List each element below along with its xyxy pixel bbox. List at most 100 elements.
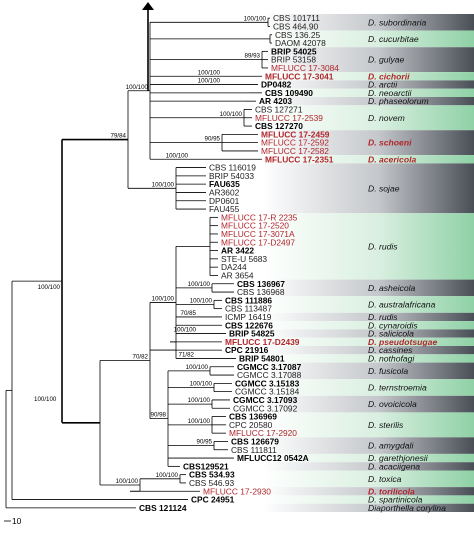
- clade-band: [262, 279, 474, 297]
- tree-branches: [5, 2, 272, 509]
- species-label: D. toxica: [368, 474, 402, 484]
- clade-band: [262, 503, 474, 512]
- species-label: Diaporthella corylina: [368, 503, 446, 513]
- taxon-label: MFLUCC 17-2459: [261, 129, 330, 139]
- clade-band: [262, 213, 474, 280]
- taxon-label: CBS 136968: [237, 287, 285, 297]
- taxon-label: MFLUCC 17-3071A: [221, 229, 295, 239]
- species-label: D. sojae: [368, 183, 400, 193]
- taxon-label: BRIP 54825: [229, 329, 275, 339]
- taxon-label: BRIP 54033: [209, 171, 254, 181]
- scale-bar-label: 10: [12, 516, 22, 526]
- scale-bar: 10: [4, 516, 22, 526]
- taxon-label: CBS 109490: [265, 88, 313, 98]
- node-support: 100/100: [186, 364, 209, 371]
- taxon-label: BRIP 54025: [271, 46, 317, 56]
- clade-band: [262, 130, 474, 156]
- node-support: 100/100: [198, 78, 221, 85]
- clade-band: [262, 155, 474, 164]
- taxon-label: DA244: [221, 262, 247, 272]
- clade-bands: [262, 14, 474, 512]
- taxon-label: BRIP 53158: [271, 55, 316, 65]
- node-support: 100/100: [156, 472, 179, 479]
- clade-band: [262, 437, 474, 454]
- clade-band: [262, 379, 474, 396]
- species-label: D. salicicola: [368, 329, 414, 339]
- species-label: D. arctii: [368, 80, 398, 90]
- support-values: 100/100 89/93 100/100 100/100 100/100 90/95 10…: [34, 15, 267, 485]
- taxon-label: MFLUCC 17-3084: [271, 63, 339, 73]
- species-label: D. torilicola: [368, 486, 415, 496]
- taxon-label: CPC 20580: [229, 420, 273, 430]
- taxon-label: MFLUCC 17-2520: [221, 221, 289, 231]
- species-label: D. amygdali: [368, 441, 414, 451]
- species-label: D. schoeni: [368, 138, 412, 148]
- node-support: 100/100: [152, 295, 175, 302]
- node-support: 100/100: [116, 478, 139, 485]
- taxon-label: CGMCC 3.15184: [235, 387, 300, 397]
- species-label: D. cucurbitae: [368, 34, 419, 44]
- clade-band: [262, 395, 474, 413]
- clade-band: [262, 470, 474, 488]
- taxon-label: CBS 113487: [225, 304, 272, 314]
- node-support: 100/100: [244, 15, 267, 22]
- node-support: 90/95: [205, 136, 221, 143]
- node-support: 100/100: [188, 397, 211, 404]
- taxon-label: DP0482: [261, 80, 292, 90]
- clade-band: [262, 495, 474, 504]
- taxon-label: MFLUCC 17-2351: [265, 154, 334, 164]
- node-support: 100/100: [152, 181, 175, 188]
- node-support: 100/100: [38, 284, 61, 291]
- clade-band: [262, 72, 474, 81]
- tree-continuation-arrow: [142, 2, 154, 10]
- taxon-label: CBS 464.90: [273, 21, 319, 31]
- taxon-label: AR3602: [209, 187, 240, 197]
- clade-band: [262, 47, 474, 73]
- taxon-label: DAOM 42078: [275, 38, 326, 48]
- taxon-label: CBS 122676: [225, 320, 273, 330]
- clade-band: [262, 321, 474, 330]
- species-label: D. subordinaria: [368, 17, 426, 27]
- node-support: 70/82: [133, 354, 149, 361]
- taxon-label: CBS 534.93: [189, 470, 235, 480]
- node-support: 100/100: [166, 152, 189, 159]
- clade-band: [262, 453, 474, 463]
- taxon-label: CPC 24951: [191, 495, 235, 505]
- species-label: D. australafricana: [368, 300, 436, 310]
- taxon-label: MFLUCC 17-2582: [261, 146, 329, 156]
- species-label: D. ternstroemia: [368, 383, 427, 393]
- species-label: D. ovoicicola: [368, 399, 417, 409]
- node-support: 71/82: [179, 351, 195, 358]
- species-label: D. pseudotsugae: [368, 337, 437, 347]
- species-label: D. cassines: [368, 345, 413, 355]
- node-support: 100/100: [174, 327, 197, 334]
- node-support: 89/93: [245, 53, 261, 60]
- clade-band: [262, 346, 474, 355]
- species-label: D. gulyae: [368, 55, 405, 65]
- taxon-label: CGMCC 3.17092: [233, 403, 298, 413]
- taxon-label: AR 3654: [221, 270, 254, 280]
- taxon-label: FAU635: [209, 179, 240, 189]
- clade-band: [262, 329, 474, 338]
- taxon-label: MFLUCC12 0542A: [237, 453, 309, 463]
- node-support: 90/98: [151, 412, 167, 419]
- taxon-label: MFLUCC 17-3041: [265, 71, 334, 81]
- taxon-label: CBS 116019: [209, 163, 256, 173]
- species-label: D. cynaroidis: [368, 320, 418, 330]
- species-label: D. acericola: [368, 154, 416, 164]
- species-label: D. neoarctii: [368, 88, 413, 98]
- clade-band: [262, 88, 474, 97]
- species-label: D. phaseolorum: [368, 96, 429, 106]
- clade-band: [262, 337, 474, 346]
- taxon-label: CBS 136.25: [275, 30, 321, 40]
- species-label: D. sterilis: [368, 420, 404, 430]
- taxon-label: CBS129521: [183, 461, 229, 471]
- clade-band: [262, 362, 474, 380]
- taxon-label: MFLUCC 17-R 2235: [221, 212, 298, 222]
- taxon-label: MFLUCC 17-D2497: [221, 237, 295, 247]
- node-support: 70/85: [181, 310, 197, 317]
- taxon-label: MFLUCC 17-2539: [255, 113, 323, 123]
- taxon-label: CGMCC 3.15183: [235, 378, 300, 388]
